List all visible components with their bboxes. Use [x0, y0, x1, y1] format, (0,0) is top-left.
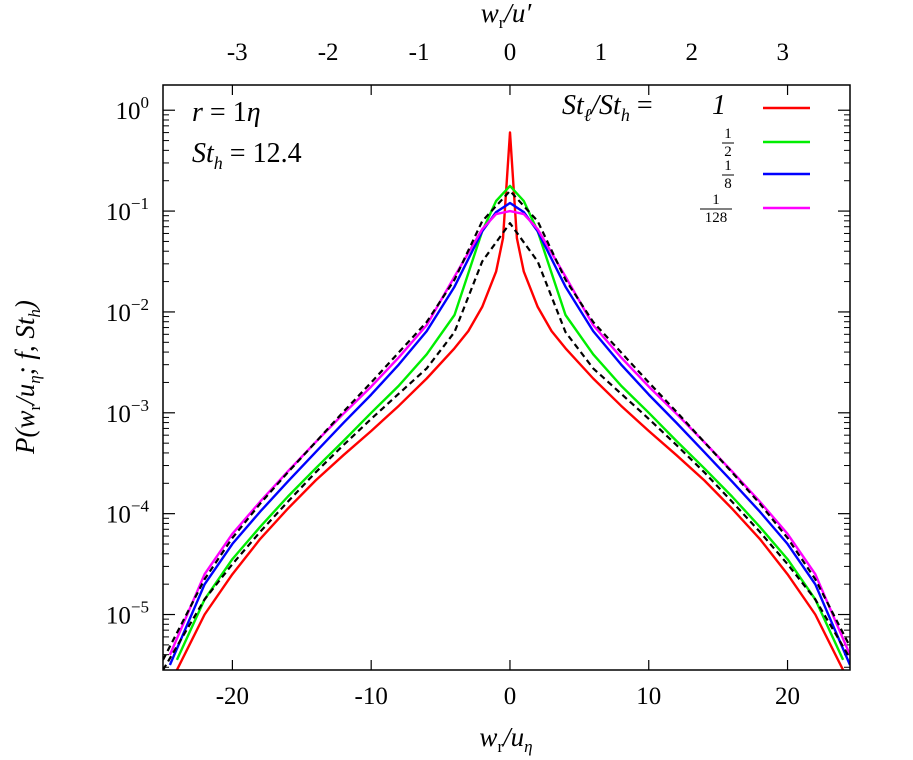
legend-label: 12 — [722, 126, 734, 160]
x-top-tick-label: -2 — [318, 39, 339, 66]
y-tick-label: 10−1 — [106, 194, 149, 226]
reference-curve-dashed — [163, 189, 850, 661]
x-top-tick-label: 0 — [504, 39, 517, 66]
x-top-tick-label: 1 — [595, 39, 608, 66]
svg-text:8: 8 — [724, 176, 732, 192]
x-tick-label: -20 — [216, 683, 249, 710]
x-top-tick-label: -3 — [227, 39, 248, 66]
series-line — [175, 184, 845, 661]
reference-curve-dashed — [163, 222, 850, 670]
x-tick-label: 20 — [775, 683, 800, 710]
x-top-tick-label: 3 — [776, 39, 789, 66]
series-line — [168, 209, 850, 656]
x-axis-bottom-label: wr/uη — [479, 722, 532, 756]
legend-title: Stℓ/Sth = — [562, 90, 653, 125]
svg-text:2: 2 — [724, 144, 732, 160]
x-tick-label: -10 — [355, 683, 388, 710]
x-top-tick-label: 2 — [686, 39, 699, 66]
y-tick-label: 10−2 — [106, 295, 149, 327]
plot-frame — [162, 84, 851, 671]
svg-text:1: 1 — [724, 158, 732, 174]
x-axis-top-label: wr/u′ — [481, 0, 533, 32]
y-tick-label: 10−3 — [106, 396, 149, 428]
x-tick-label: 0 — [504, 683, 517, 710]
y-tick-label: 10−5 — [106, 598, 149, 630]
legend-label: 18 — [722, 158, 734, 192]
y-tick-label: 10−4 — [106, 497, 150, 529]
y-axis-label: P(wr/uη; f, Sth) — [10, 300, 44, 455]
annotation-sth: Sth = 12.4 — [192, 138, 302, 173]
series-line — [175, 131, 845, 670]
x-top-tick-label: -1 — [409, 39, 430, 66]
series-line — [168, 201, 850, 666]
x-tick-label: 10 — [636, 683, 661, 710]
y-tick-label: 100 — [116, 93, 150, 125]
svg-text:128: 128 — [705, 210, 728, 226]
svg-text:1: 1 — [724, 126, 732, 142]
legend-label: 1 — [712, 90, 726, 121]
annotation-r: r = 1η — [192, 97, 261, 128]
svg-text:1: 1 — [712, 192, 720, 208]
